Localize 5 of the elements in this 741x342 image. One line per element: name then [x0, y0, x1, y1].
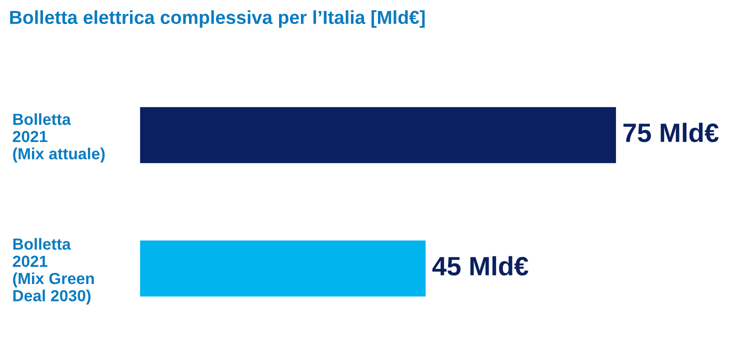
- data-label: 75 Mld€: [623, 122, 719, 142]
- y-tick-label: Bolletta 2021 (Mix Green Deal 2030): [12, 238, 94, 305]
- y-tick-label: Bolletta 2021 (Mix attuale): [12, 113, 105, 163]
- data-label: 45 Mld€: [432, 256, 528, 276]
- chart-title: Bolletta elettrica complessiva per l’Italia [Mld€]: [10, 10, 425, 28]
